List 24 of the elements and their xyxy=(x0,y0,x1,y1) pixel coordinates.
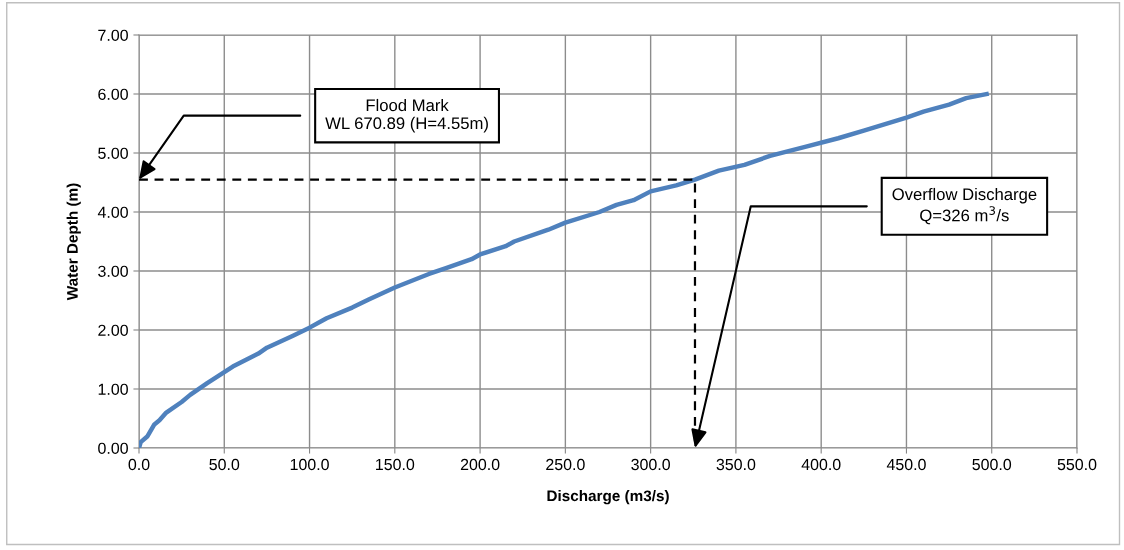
x-tick-label: 50.0 xyxy=(209,458,240,471)
y-tick-label: 0.00 xyxy=(98,442,128,454)
x-tick-label: 150.0 xyxy=(376,458,415,471)
y-tick-label: 7.00 xyxy=(98,29,128,41)
x-tick-label: 400.0 xyxy=(801,458,841,471)
y-tick-label: 6.00 xyxy=(98,88,128,100)
y-tick-label: 4.00 xyxy=(97,206,128,218)
x-tick-label: 100.0 xyxy=(290,458,329,471)
y-tick-label: 2.00 xyxy=(98,324,128,336)
x-tick-label: 550.0 xyxy=(1057,458,1097,471)
annotation: Flood Mark WL 670.89 (H=4.55m) xyxy=(325,98,488,133)
annotation: Overflow Discharge Q=326 m$^{3}$/s xyxy=(892,187,1037,225)
x-tick-label: 450.0 xyxy=(886,458,926,471)
x-tick-label: 500.0 xyxy=(972,458,1012,471)
y-tick-label: 1.00 xyxy=(98,383,128,395)
x-tick-label: 350.0 xyxy=(716,458,756,471)
x-tick-label: 0.0 xyxy=(128,458,150,471)
x-tick-label: 200.0 xyxy=(460,458,500,471)
x-axis-title: Discharge (m3/s) xyxy=(547,489,669,505)
x-tick-label: 300.0 xyxy=(631,458,670,471)
x-tick-label: 250.0 xyxy=(546,458,585,471)
y-tick-label: 3.00 xyxy=(98,265,128,277)
y-axis-title: Water Depth (m) xyxy=(66,183,81,301)
y-tick-label: 5.00 xyxy=(98,147,128,159)
